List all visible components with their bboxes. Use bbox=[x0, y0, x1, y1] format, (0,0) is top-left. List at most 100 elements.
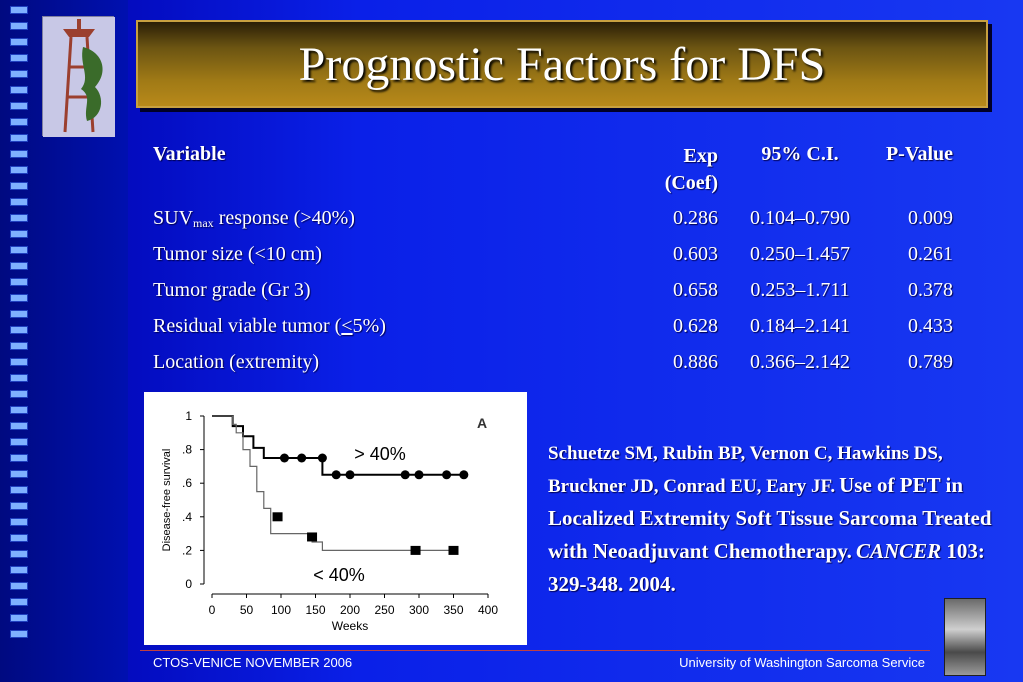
censor-marker-circle bbox=[279, 453, 289, 463]
row-exp: 0.628 bbox=[673, 315, 718, 337]
censor-marker-circle bbox=[297, 453, 307, 463]
film-strip-square bbox=[10, 630, 28, 638]
variable-text: SUV bbox=[153, 207, 194, 229]
title-banner: Prognostic Factors for DFS bbox=[136, 20, 988, 108]
film-strip-square bbox=[10, 502, 28, 510]
film-strip-square bbox=[10, 230, 28, 238]
row-variable: Tumor grade (Gr 3) bbox=[153, 279, 311, 301]
row-pvalue: 0.378 bbox=[908, 279, 953, 301]
film-strip-square bbox=[10, 614, 28, 622]
x-axis-label: Weeks bbox=[332, 619, 368, 633]
y-tick-label: .8 bbox=[182, 443, 192, 457]
film-strip-square bbox=[10, 22, 28, 30]
header-variable: Variable bbox=[153, 143, 226, 165]
film-strip-square bbox=[10, 70, 28, 78]
x-tick-label: 300 bbox=[409, 603, 429, 617]
row-exp: 0.286 bbox=[673, 207, 718, 229]
header-exp-line2: (Coef) bbox=[664, 172, 718, 194]
film-strip-square bbox=[10, 454, 28, 462]
row-ci: 0.104–0.790 bbox=[750, 207, 850, 229]
row-pvalue: 0.009 bbox=[908, 207, 953, 229]
film-strip-square bbox=[10, 534, 28, 542]
film-strip-square bbox=[10, 6, 28, 14]
y-tick-label: .4 bbox=[182, 510, 192, 524]
film-strip-square bbox=[10, 486, 28, 494]
film-strip-square bbox=[10, 326, 28, 334]
film-strip-square bbox=[10, 566, 28, 574]
header-exp-line1: Exp bbox=[683, 145, 718, 167]
x-tick-label: 200 bbox=[340, 603, 360, 617]
row-ci: 0.250–1.457 bbox=[750, 243, 850, 265]
censor-marker-circle bbox=[345, 470, 355, 480]
header-pvalue: P-Value bbox=[885, 143, 953, 165]
film-strip-square bbox=[10, 518, 28, 526]
footer-left-text: CTOS-VENICE NOVEMBER 2006 bbox=[153, 655, 353, 670]
film-strip-square bbox=[10, 38, 28, 46]
row-ci: 0.366–2.142 bbox=[750, 351, 850, 373]
censor-marker-circle bbox=[317, 453, 327, 463]
film-strip-square bbox=[10, 358, 28, 366]
film-strip-square bbox=[10, 54, 28, 62]
variable-text-rest: 5%) bbox=[352, 315, 386, 337]
row-variable: Residual viable tumor (<5%) bbox=[153, 315, 386, 338]
film-strip-square bbox=[10, 342, 28, 350]
row-pvalue: 0.261 bbox=[908, 243, 953, 265]
header-exp-coef: Exp (Coef) bbox=[665, 143, 718, 197]
x-tick-label: 150 bbox=[305, 603, 325, 617]
x-tick-label: 250 bbox=[374, 603, 394, 617]
censor-marker-circle bbox=[459, 470, 469, 480]
x-tick-label: 0 bbox=[209, 603, 216, 617]
x-tick-label: 400 bbox=[478, 603, 498, 617]
row-exp: 0.658 bbox=[673, 279, 718, 301]
censor-marker-circle bbox=[400, 470, 410, 480]
km-chart-svg: 0 .2 .4 .6 .8 1 0 50 100 150 200 250 300 350 400 Weeks D… bbox=[161, 409, 498, 633]
censor-marker-square bbox=[307, 532, 318, 542]
citation-title: Use of PET in Localized Extremity Soft T… bbox=[548, 473, 992, 563]
film-strip-square bbox=[10, 198, 28, 206]
censor-marker-circle bbox=[331, 470, 341, 480]
table-header-row: Variable Exp (Coef) 95% C.I. P-Value bbox=[153, 143, 958, 207]
citation-journal: CANCER bbox=[855, 539, 942, 563]
film-strip-square bbox=[10, 134, 28, 142]
film-strip-square bbox=[10, 438, 28, 446]
film-strip-square bbox=[10, 598, 28, 606]
xray-thumbnail-image bbox=[944, 598, 986, 676]
variable-text-rest: response (>40%) bbox=[213, 207, 355, 229]
y-tick-label: .6 bbox=[182, 476, 192, 490]
variable-text: Residual viable tumor ( bbox=[153, 315, 342, 337]
row-pvalue: 0.789 bbox=[908, 351, 953, 373]
x-tick-label: 100 bbox=[271, 603, 291, 617]
y-tick-label: 0 bbox=[185, 577, 192, 591]
censor-marker-circle bbox=[442, 470, 452, 480]
film-strip-square bbox=[10, 214, 28, 222]
panel-label: A bbox=[477, 415, 487, 431]
row-variable: Location (extremity) bbox=[153, 351, 320, 373]
censor-marker-circle bbox=[414, 470, 424, 480]
prognostic-factors-table: Variable Exp (Coef) 95% C.I. P-Value SUV… bbox=[153, 143, 958, 387]
row-variable: Tumor size (<10 cm) bbox=[153, 243, 322, 265]
censor-marker-square bbox=[272, 512, 283, 522]
citation-block: Schuetze SM, Rubin BP, Vernon C, Hawkins… bbox=[548, 438, 1008, 602]
film-strip-square bbox=[10, 406, 28, 414]
film-strip-square bbox=[10, 150, 28, 158]
table-row: SUVmax response (>40%) 0.286 0.104–0.790… bbox=[153, 207, 958, 243]
film-strip-square bbox=[10, 550, 28, 558]
film-strip-square bbox=[10, 182, 28, 190]
film-strip-square bbox=[10, 582, 28, 590]
film-strip-square bbox=[10, 246, 28, 254]
film-strip-decoration bbox=[10, 6, 30, 666]
table-row: Tumor grade (Gr 3) 0.658 0.253–1.711 0.3… bbox=[153, 279, 958, 315]
row-ci: 0.253–1.711 bbox=[750, 279, 850, 301]
y-tick-label: .2 bbox=[182, 543, 192, 557]
y-axis-label: Disease-free survival bbox=[161, 449, 173, 552]
citation-authors: Schuetze SM, Rubin BP, Vernon C, Hawkins… bbox=[548, 443, 943, 497]
film-strip-square bbox=[10, 294, 28, 302]
left-sidebar-band bbox=[0, 0, 128, 682]
row-exp: 0.886 bbox=[673, 351, 718, 373]
km-survival-plot: 0 .2 .4 .6 .8 1 0 50 100 150 200 250 300 350 400 Weeks D… bbox=[144, 392, 527, 645]
film-strip-square bbox=[10, 422, 28, 430]
x-tick-label: 50 bbox=[240, 603, 254, 617]
film-strip-square bbox=[10, 102, 28, 110]
film-strip-square bbox=[10, 262, 28, 270]
film-strip-square bbox=[10, 374, 28, 382]
